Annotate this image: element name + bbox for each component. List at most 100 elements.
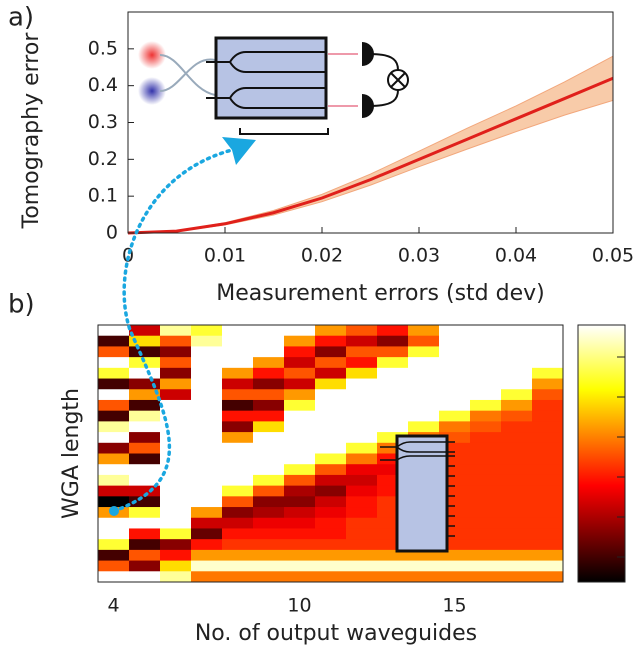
heatmap-cell: [377, 539, 409, 551]
heatmap-cell: [377, 571, 409, 583]
heatmap-cell: [253, 485, 285, 497]
heatmap-cell: [439, 389, 471, 401]
heatmap-cell: [470, 410, 502, 422]
heatmap-cell: [160, 378, 192, 390]
heatmap-cell: [377, 485, 409, 497]
y-tick-label: 0.2: [88, 148, 118, 170]
y-axis-label: Tomography error: [19, 32, 44, 230]
heatmap-cell: [439, 378, 471, 390]
heatmap-cell: [315, 453, 347, 465]
heatmap-cell: [191, 560, 223, 572]
heatmap-cell: [315, 335, 347, 347]
heatmap-cell: [191, 325, 223, 337]
heatmap-cell: [470, 539, 502, 551]
heatmap-cell: [129, 560, 161, 572]
heatmap-cell: [98, 442, 130, 454]
heatmap-cell: [284, 421, 316, 433]
heatmap-cell: [532, 389, 564, 401]
heatmap-cell: [129, 410, 161, 422]
heatmap-cell: [532, 399, 564, 412]
heatmap-cell: [501, 389, 533, 401]
heatmap-cell: [315, 367, 347, 380]
heatmap-cell: [346, 410, 378, 422]
heatmap-cell: [284, 399, 316, 412]
heatmap-cell: [284, 453, 316, 465]
heatmap-cell: [532, 507, 564, 519]
error-band: [127, 55, 614, 234]
heatmap-cell: [253, 357, 285, 369]
heatmap-cell: [160, 325, 192, 337]
heatmap-cell: [439, 442, 471, 454]
heatmap-cell: [253, 507, 285, 519]
heatmap-cell: [253, 549, 285, 562]
heatmap-cell: [470, 464, 502, 476]
heatmap-cell: [98, 432, 130, 444]
heatmap-cell: [501, 496, 533, 508]
heatmap-cell: [501, 474, 533, 487]
heatmap-cell: [191, 399, 223, 412]
schematic-a: [138, 36, 409, 135]
heatmap-cell: [408, 325, 440, 337]
heatmap-cell: [377, 528, 409, 540]
heatmap-cell: [501, 378, 533, 390]
heatmap-cell: [408, 335, 440, 347]
heatmap-cell: [253, 496, 285, 508]
heatmap-cell: [501, 410, 533, 422]
heatmap-cell: [160, 485, 192, 497]
heatmap-cell: [377, 421, 409, 433]
heatmap-cell: [253, 560, 285, 572]
heatmap-cell: [470, 496, 502, 508]
heatmap-cell: [222, 496, 254, 508]
heatmap-cell: [315, 357, 347, 369]
heatmap-cell: [501, 485, 533, 497]
arrow: [112, 146, 242, 513]
heatmap-cell: [470, 399, 502, 412]
heatmap-cell: [532, 325, 564, 337]
heatmap-cell: [129, 367, 161, 380]
heatmap-cell: [98, 335, 130, 347]
heatmap-cell: [129, 357, 161, 369]
heatmap-cell: [501, 539, 533, 551]
heatmap-cell: [284, 346, 316, 358]
colorbar-ticks: [617, 356, 625, 558]
heatmap-cell: [501, 528, 533, 540]
heatmap-cell: [532, 410, 564, 422]
heatmap-cell: [222, 485, 254, 497]
heatmap-cell: [377, 432, 409, 444]
heatmap-cell: [501, 346, 533, 358]
heatmap-cell: [253, 571, 285, 583]
heatmap-cell: [439, 539, 471, 551]
heatmap-cell: [439, 528, 471, 540]
heatmap-cell: [315, 507, 347, 519]
heatmap-cell: [346, 485, 378, 497]
heatmap-cell: [129, 496, 161, 508]
heatmap-cell: [129, 442, 161, 454]
heatmap-cell: [253, 453, 285, 465]
heatmap-cell: [253, 335, 285, 347]
line: [127, 76, 614, 235]
heatmap-cell: [160, 464, 192, 476]
heatmap-cell: [532, 528, 564, 540]
axes-box: [97, 324, 564, 583]
heatmap-cell: [191, 453, 223, 465]
heatmap-cell: [532, 464, 564, 476]
heatmap-cell: [253, 432, 285, 444]
heatmap-cell: [160, 421, 192, 433]
heatmap-cell: [191, 464, 223, 476]
heatmap-cell: [346, 507, 378, 519]
heatmap-cell: [315, 474, 347, 487]
heatmap-cell: [191, 378, 223, 390]
heatmap-cell: [532, 474, 564, 487]
heatmap-cell: [532, 560, 564, 572]
heatmap-cell: [160, 453, 192, 465]
heatmap-cell: [439, 496, 471, 508]
heatmap-cell: [439, 410, 471, 422]
heatmap-cell: [532, 335, 564, 347]
heatmap-cell: [284, 496, 316, 508]
heatmap-cell: [377, 453, 409, 465]
heatmap-cell: [222, 399, 254, 412]
heatmap-cell: [160, 549, 192, 562]
heatmap-cell: [377, 442, 409, 454]
heatmap-cell: [191, 389, 223, 401]
heatmap-cell: [439, 517, 471, 529]
